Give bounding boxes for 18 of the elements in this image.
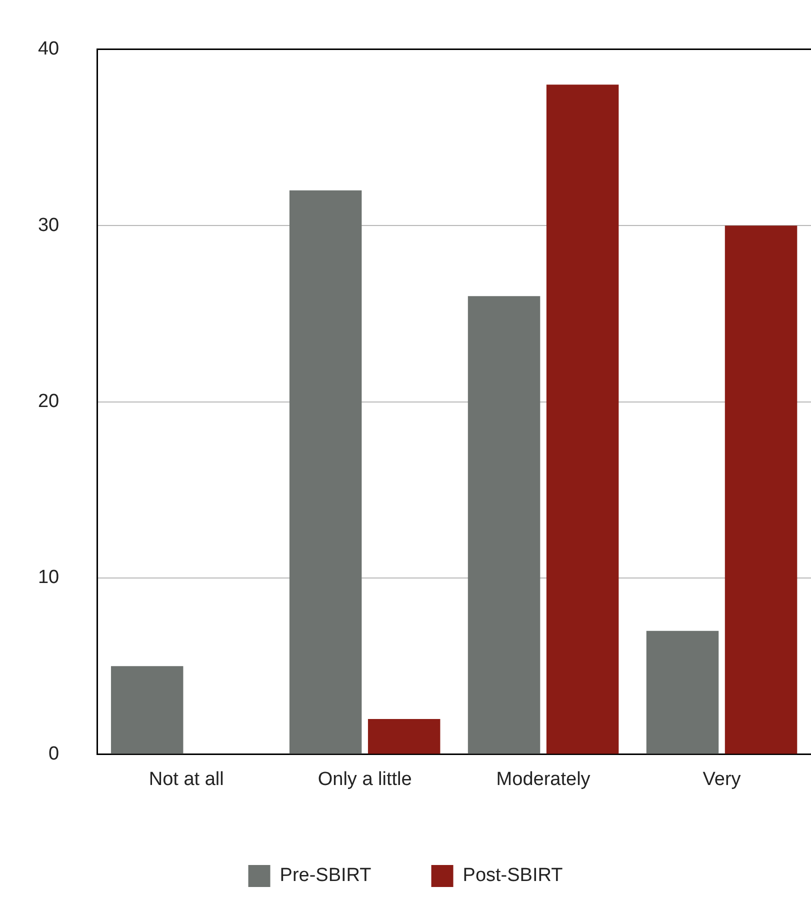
bar	[468, 296, 540, 754]
y-tick-label: 0	[48, 743, 60, 764]
x-tick-label: Moderately	[496, 768, 591, 790]
x-tick-label: Not at all	[148, 768, 224, 790]
legend-label: Post-SBIRT	[462, 865, 564, 886]
bar	[289, 190, 362, 754]
x-tick-label: Only a little	[318, 768, 412, 790]
y-tick-label: 40	[38, 38, 60, 60]
bar	[110, 666, 184, 754]
y-tick-label: 10	[38, 567, 60, 588]
y-tick-label: 20	[38, 391, 60, 412]
bar	[724, 226, 798, 754]
legend-label: Pre-SBIRT	[280, 865, 372, 886]
bar	[646, 630, 719, 754]
y-tick-label: 30	[38, 214, 60, 236]
x-tick-label: Very	[702, 768, 742, 790]
bar	[368, 718, 440, 754]
bar	[546, 84, 619, 754]
